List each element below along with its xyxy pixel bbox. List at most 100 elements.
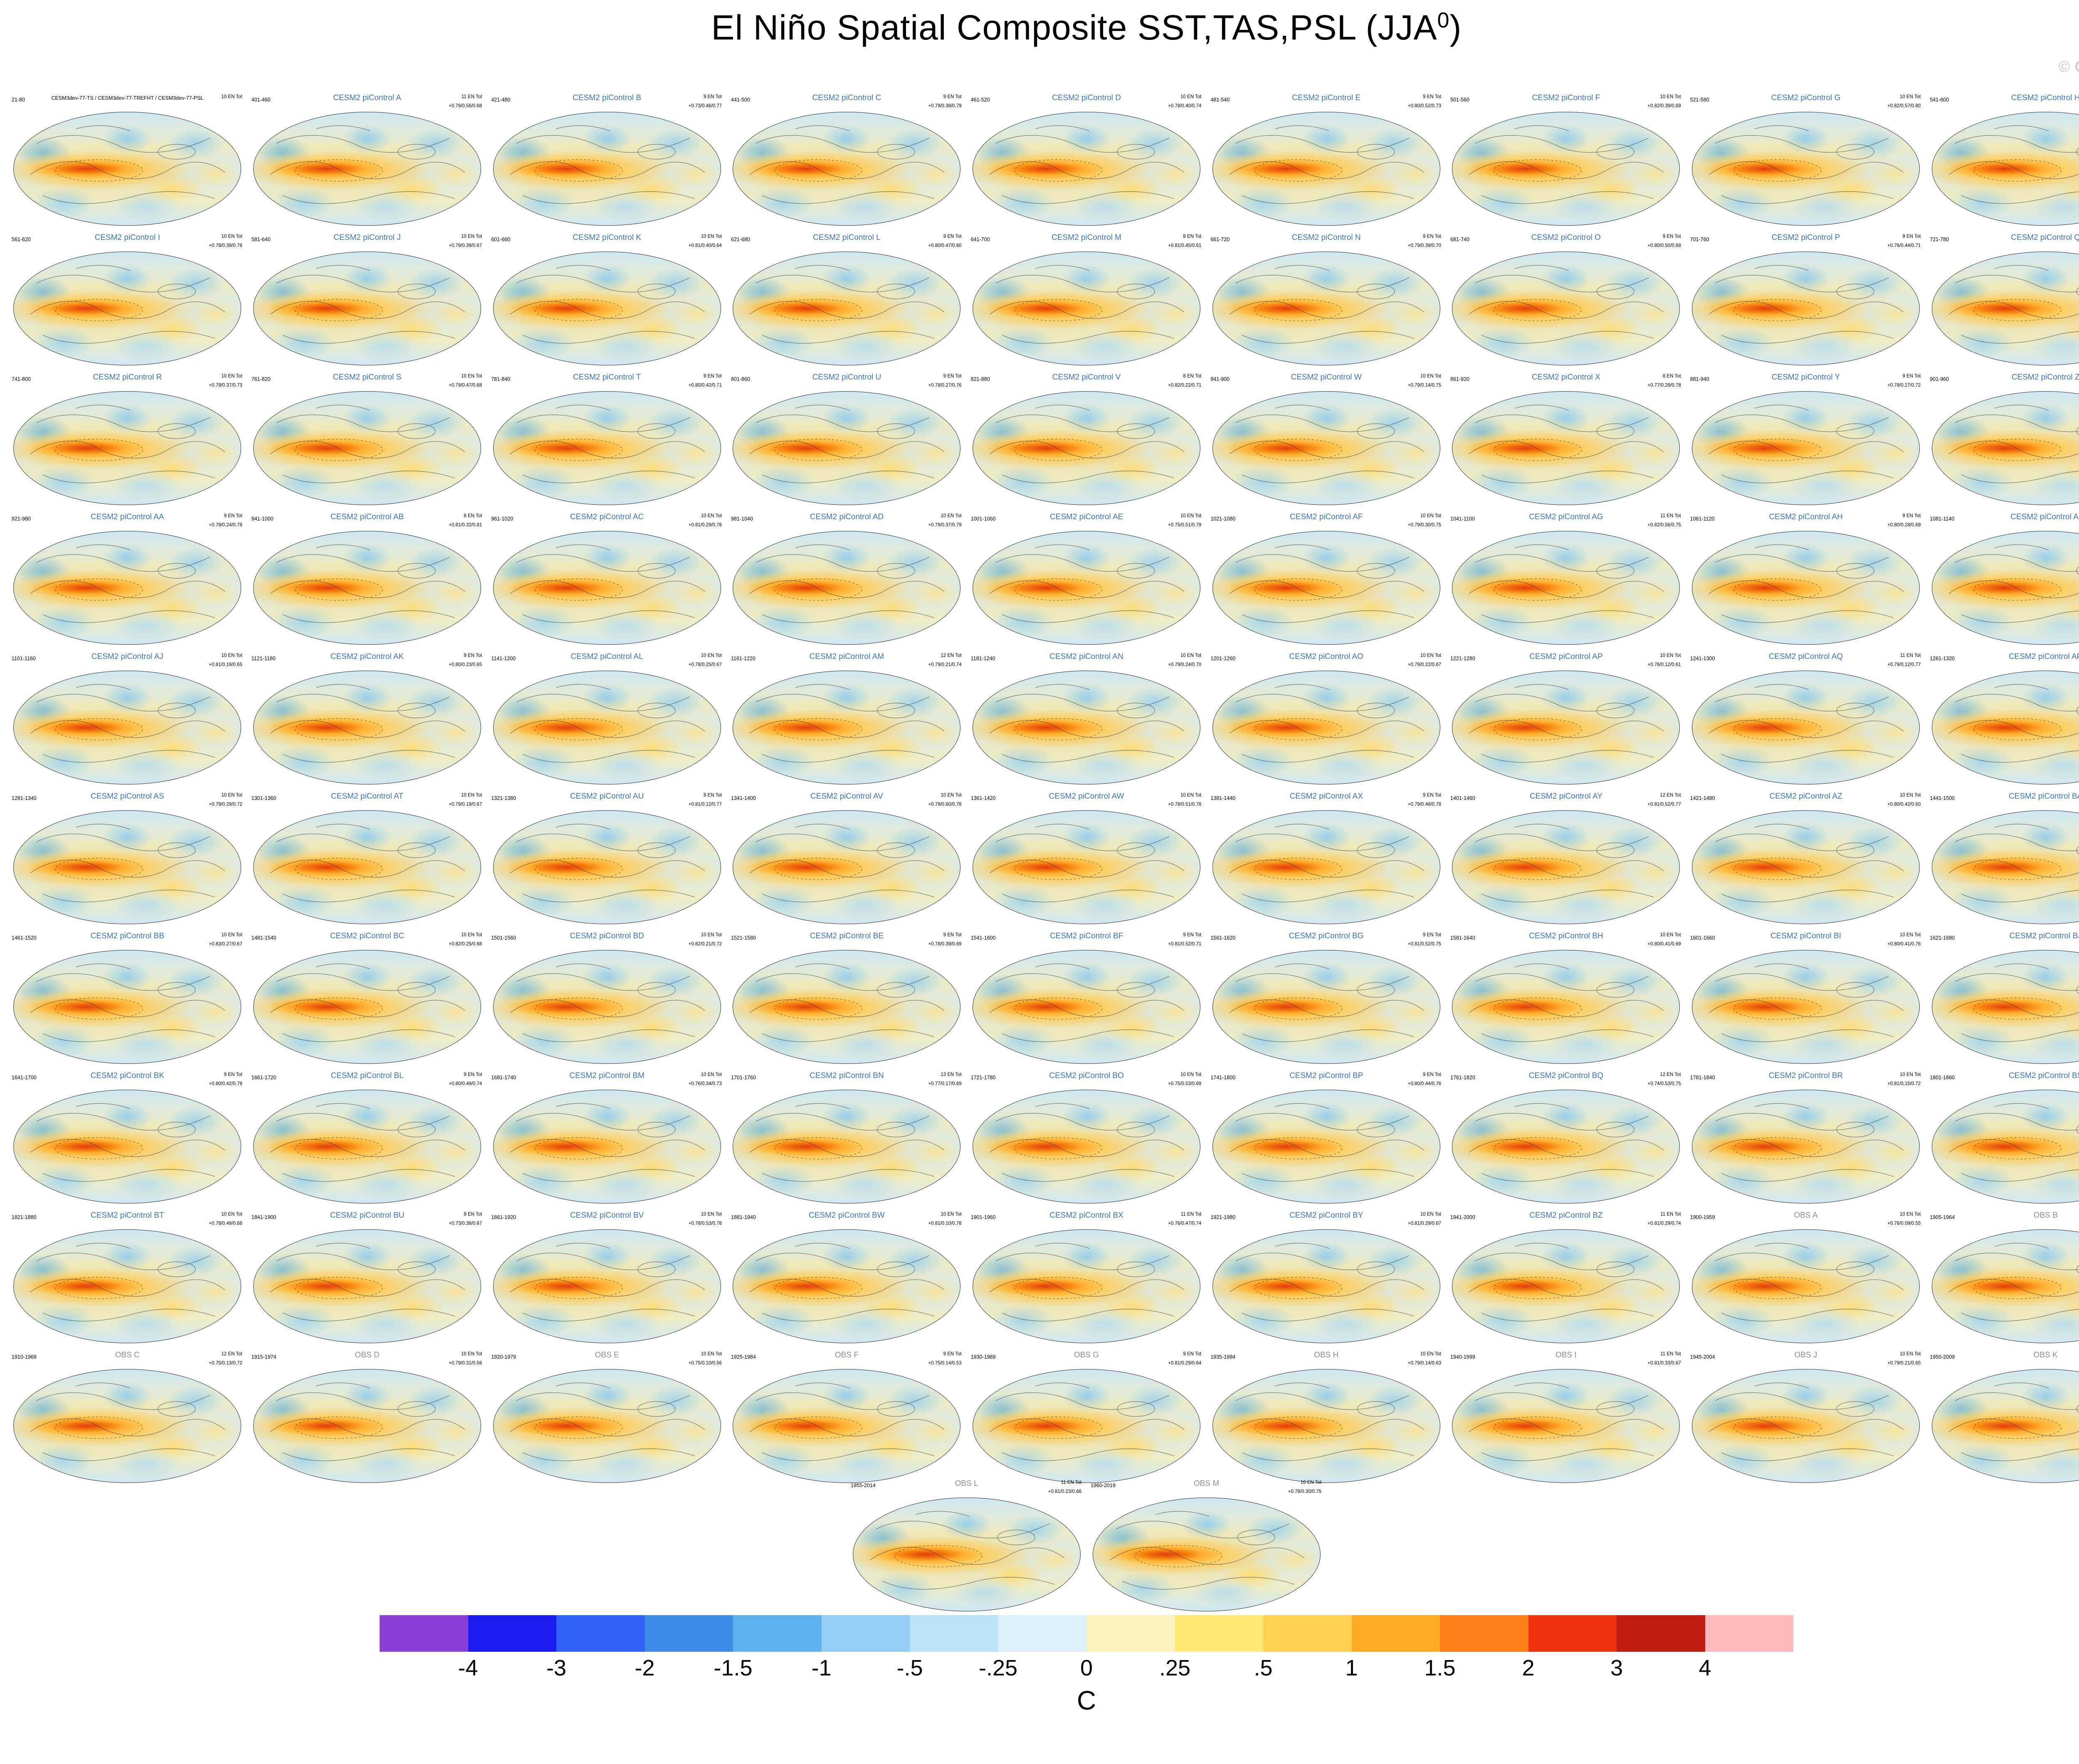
map-contours-icon (1229, 1243, 1425, 1322)
world-map (972, 531, 1200, 645)
panel-stats: +0.81/0.19/0.65 (209, 662, 242, 667)
panel-subheader: +0.79/0.30/0.75 (1209, 523, 1444, 530)
panel-stats: +0.82/0.56/0.75 (1647, 523, 1681, 528)
panel-title: CESM2 piControl E (1292, 94, 1361, 102)
map-contours-icon (1948, 963, 2079, 1042)
colorbar-tick-label: -3 (546, 1655, 567, 1680)
map-contours-icon (1469, 963, 1664, 1042)
panel-title: CESM2 piControl AE (1049, 513, 1123, 521)
map-contours-icon (749, 824, 945, 903)
panel-en-count: 9 EN Tot (1183, 1352, 1202, 1357)
panel-title: CESM2 piControl AZ (1769, 792, 1842, 801)
world-map (972, 391, 1200, 505)
panel-subheader: +0.80/0.50/0.68 (1449, 243, 1684, 251)
panel-stats: +0.79/0.29/0.72 (209, 802, 242, 807)
map-contours-icon (30, 405, 225, 484)
map-panel: 1441-1500 CESM2 piControl BA 9 EN Tot +0… (1928, 792, 2079, 924)
world-map (1931, 671, 2079, 785)
colorbar-segment (1528, 1615, 1617, 1652)
world-map (1212, 950, 1440, 1064)
colorbar-tick-label: 0 (1080, 1655, 1093, 1680)
map-contours-icon (270, 544, 465, 623)
world-map (253, 950, 481, 1064)
panel-en-count: 9 EN Tot (704, 94, 722, 99)
map-panel: 1361-1420 CESM2 piControl AW 10 EN Tot +… (969, 792, 1204, 924)
map-contours-icon (749, 1243, 945, 1322)
panel-subheader: +0.82/0.21/0.72 (489, 942, 724, 949)
panel-year-range: 541-600 (1930, 97, 1949, 103)
world-map (13, 112, 242, 226)
map-contours-icon (270, 963, 465, 1042)
panel-year-range: 1821-1880 (12, 1214, 37, 1220)
panel-en-count: 10 EN Tot (1900, 793, 1921, 798)
map-panel: 441-500 CESM2 piControl C 9 EN Tot +0.79… (729, 94, 964, 226)
panel-subheader: +0.75/0.51/0.79 (969, 523, 1204, 530)
panel-subheader: +0.78/0.53/0.81 (1928, 104, 2079, 111)
panel-stats: +0.79/0.30/0.75 (1407, 523, 1441, 528)
panel-title: CESM2 piControl R (93, 373, 162, 382)
panel-header: 1421-1480 CESM2 piControl AZ 10 EN Tot (1689, 792, 1923, 803)
panels-bottom-row: 1955-2014 OBS L 11 EN Tot +0.81/0.23/0.6… (0, 1479, 2079, 1611)
panel-title: CESM2 piControl AN (1049, 652, 1123, 661)
panel-subheader: +0.80/0.41/0.76 (1689, 942, 1923, 949)
panels-grid: 21-80 CESM3dev-77-TS / CESM3dev-77-TREFH… (10, 94, 2079, 1483)
panel-header: 541-600 CESM2 piControl H 10 EN Tot (1928, 94, 2079, 104)
world-map (972, 950, 1200, 1064)
panel-year-range: 1421-1480 (1690, 795, 1715, 801)
colorbar-tick-label: -4 (458, 1655, 478, 1680)
panel-stats: +0.82/0.21/0.72 (688, 942, 722, 947)
map-panel: 581-640 CESM2 piControl J 10 EN Tot +0.7… (250, 233, 485, 365)
map-panel: 1930-1989 OBS G 9 EN Tot +0.81/0.29/0.64 (969, 1351, 1204, 1483)
panel-header: 1161-1220 CESM2 piControl AM 12 EN Tot (729, 652, 964, 663)
panel-title: CESM2 piControl BP (1289, 1071, 1363, 1080)
world-map (1931, 1090, 2079, 1204)
panel-en-count: 10 EN Tot (1420, 374, 1441, 379)
panel-year-range: 1930-1989 (970, 1354, 996, 1360)
panel-en-count: 10 EN Tot (461, 234, 482, 239)
panel-header: 801-860 CESM2 piControl U 9 EN Tot (729, 373, 964, 384)
map-panel: 1621-1680 CESM2 piControl BJ 11 EN Tot +… (1928, 932, 2079, 1064)
panel-header: 441-500 CESM2 piControl C 9 EN Tot (729, 94, 964, 104)
panel-year-range: 1940-1999 (1450, 1354, 1475, 1360)
world-map (1931, 950, 2079, 1064)
map-contours-icon (30, 684, 225, 763)
panel-header: 1941-2000 CESM2 piControl BZ 11 EN Tot (1449, 1211, 1684, 1222)
map-contours-icon (1229, 405, 1425, 484)
panel-title: OBS K (2033, 1351, 2058, 1359)
panel-stats: +0.79/0.14/0.63 (1407, 1361, 1441, 1366)
panel-en-count: 9 EN Tot (1423, 1072, 1441, 1077)
panel-subheader: +0.80/0.23/0.65 (250, 662, 485, 670)
map-panel: 1461-1520 CESM2 piControl BB 10 EN Tot +… (10, 932, 245, 1064)
map-panel: 1061-1120 CESM2 piControl AH 9 EN Tot +0… (1689, 513, 1923, 645)
panel-year-range: 1461-1520 (12, 935, 37, 941)
colorbar-segment (468, 1615, 556, 1652)
map-contours-icon (749, 1103, 945, 1182)
map-panel: 1761-1820 CESM2 piControl BQ 12 EN Tot +… (1449, 1071, 1684, 1204)
panel-header: 501-560 CESM2 piControl F 10 EN Tot (1449, 94, 1684, 104)
map-contours-icon (1948, 1382, 2079, 1461)
map-panel: 841-900 CESM2 piControl W 10 EN Tot +0.7… (1209, 373, 1444, 505)
panel-title: CESM2 piControl BO (1049, 1071, 1124, 1080)
panel-title: OBS L (955, 1479, 978, 1488)
panel-year-range: 1661-1720 (251, 1075, 277, 1081)
panel-year-range: 1861-1920 (491, 1214, 516, 1220)
panel-subheader: +0.81/0.29/0.78 (489, 523, 724, 530)
map-panel: 1921-1980 CESM2 piControl BY 10 EN Tot +… (1209, 1211, 1444, 1343)
map-panel: 761-820 CESM2 piControl S 10 EN Tot +0.7… (250, 373, 485, 505)
map-contours-icon (1229, 125, 1425, 204)
panel-title: CESM2 piControl BN (810, 1071, 884, 1080)
world-map (972, 1090, 1200, 1204)
map-contours-icon (1109, 1511, 1304, 1590)
map-panel: 821-880 CESM2 piControl V 8 EN Tot +0.82… (969, 373, 1204, 505)
panel-subheader: +0.76/0.47/0.74 (969, 1221, 1204, 1229)
panel-year-range: 1521-1580 (731, 935, 756, 941)
world-map (1452, 810, 1680, 924)
panel-header: 1461-1520 CESM2 piControl BB 10 EN Tot (10, 932, 245, 942)
panel-title: CESM2 piControl AP (1529, 652, 1603, 661)
map-panel: 1581-1640 CESM2 piControl BH 10 EN Tot +… (1449, 932, 1684, 1064)
panel-header: 1221-1280 CESM2 piControl AP 10 EN Tot (1449, 652, 1684, 663)
world-map (733, 112, 961, 226)
panel-stats: +0.81/0.15/0.72 (1887, 1081, 1921, 1086)
panel-subheader: +0.79/0.56/0.68 (250, 104, 485, 111)
panel-header: 581-640 CESM2 piControl J 10 EN Tot (250, 233, 485, 244)
